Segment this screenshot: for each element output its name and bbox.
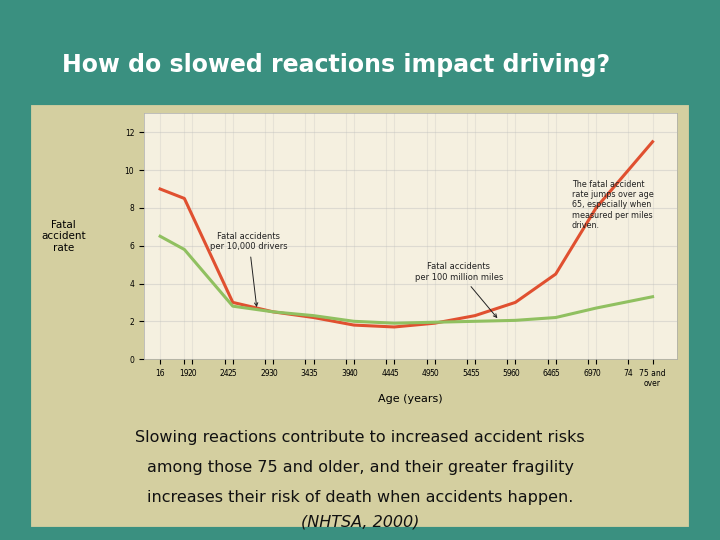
Text: among those 75 and older, and their greater fragility: among those 75 and older, and their grea… xyxy=(146,460,574,475)
Text: increases their risk of death when accidents happen.: increases their risk of death when accid… xyxy=(147,490,573,505)
Text: (NHTSA, 2000): (NHTSA, 2000) xyxy=(301,514,419,529)
Text: The fatal accident
rate jumps over age
65, especially when
measured per miles
dr: The fatal accident rate jumps over age 6… xyxy=(572,179,654,230)
FancyBboxPatch shape xyxy=(29,103,691,529)
Text: Slowing reactions contribute to increased accident risks: Slowing reactions contribute to increase… xyxy=(135,430,585,445)
Text: Fatal accidents
per 10,000 drivers: Fatal accidents per 10,000 drivers xyxy=(210,232,288,306)
Text: How do slowed reactions impact driving?: How do slowed reactions impact driving? xyxy=(62,52,610,77)
Text: Fatal accidents
per 100 million miles: Fatal accidents per 100 million miles xyxy=(415,262,503,318)
Y-axis label: Fatal
accident
rate: Fatal accident rate xyxy=(41,220,86,253)
X-axis label: Age (years): Age (years) xyxy=(378,394,443,404)
